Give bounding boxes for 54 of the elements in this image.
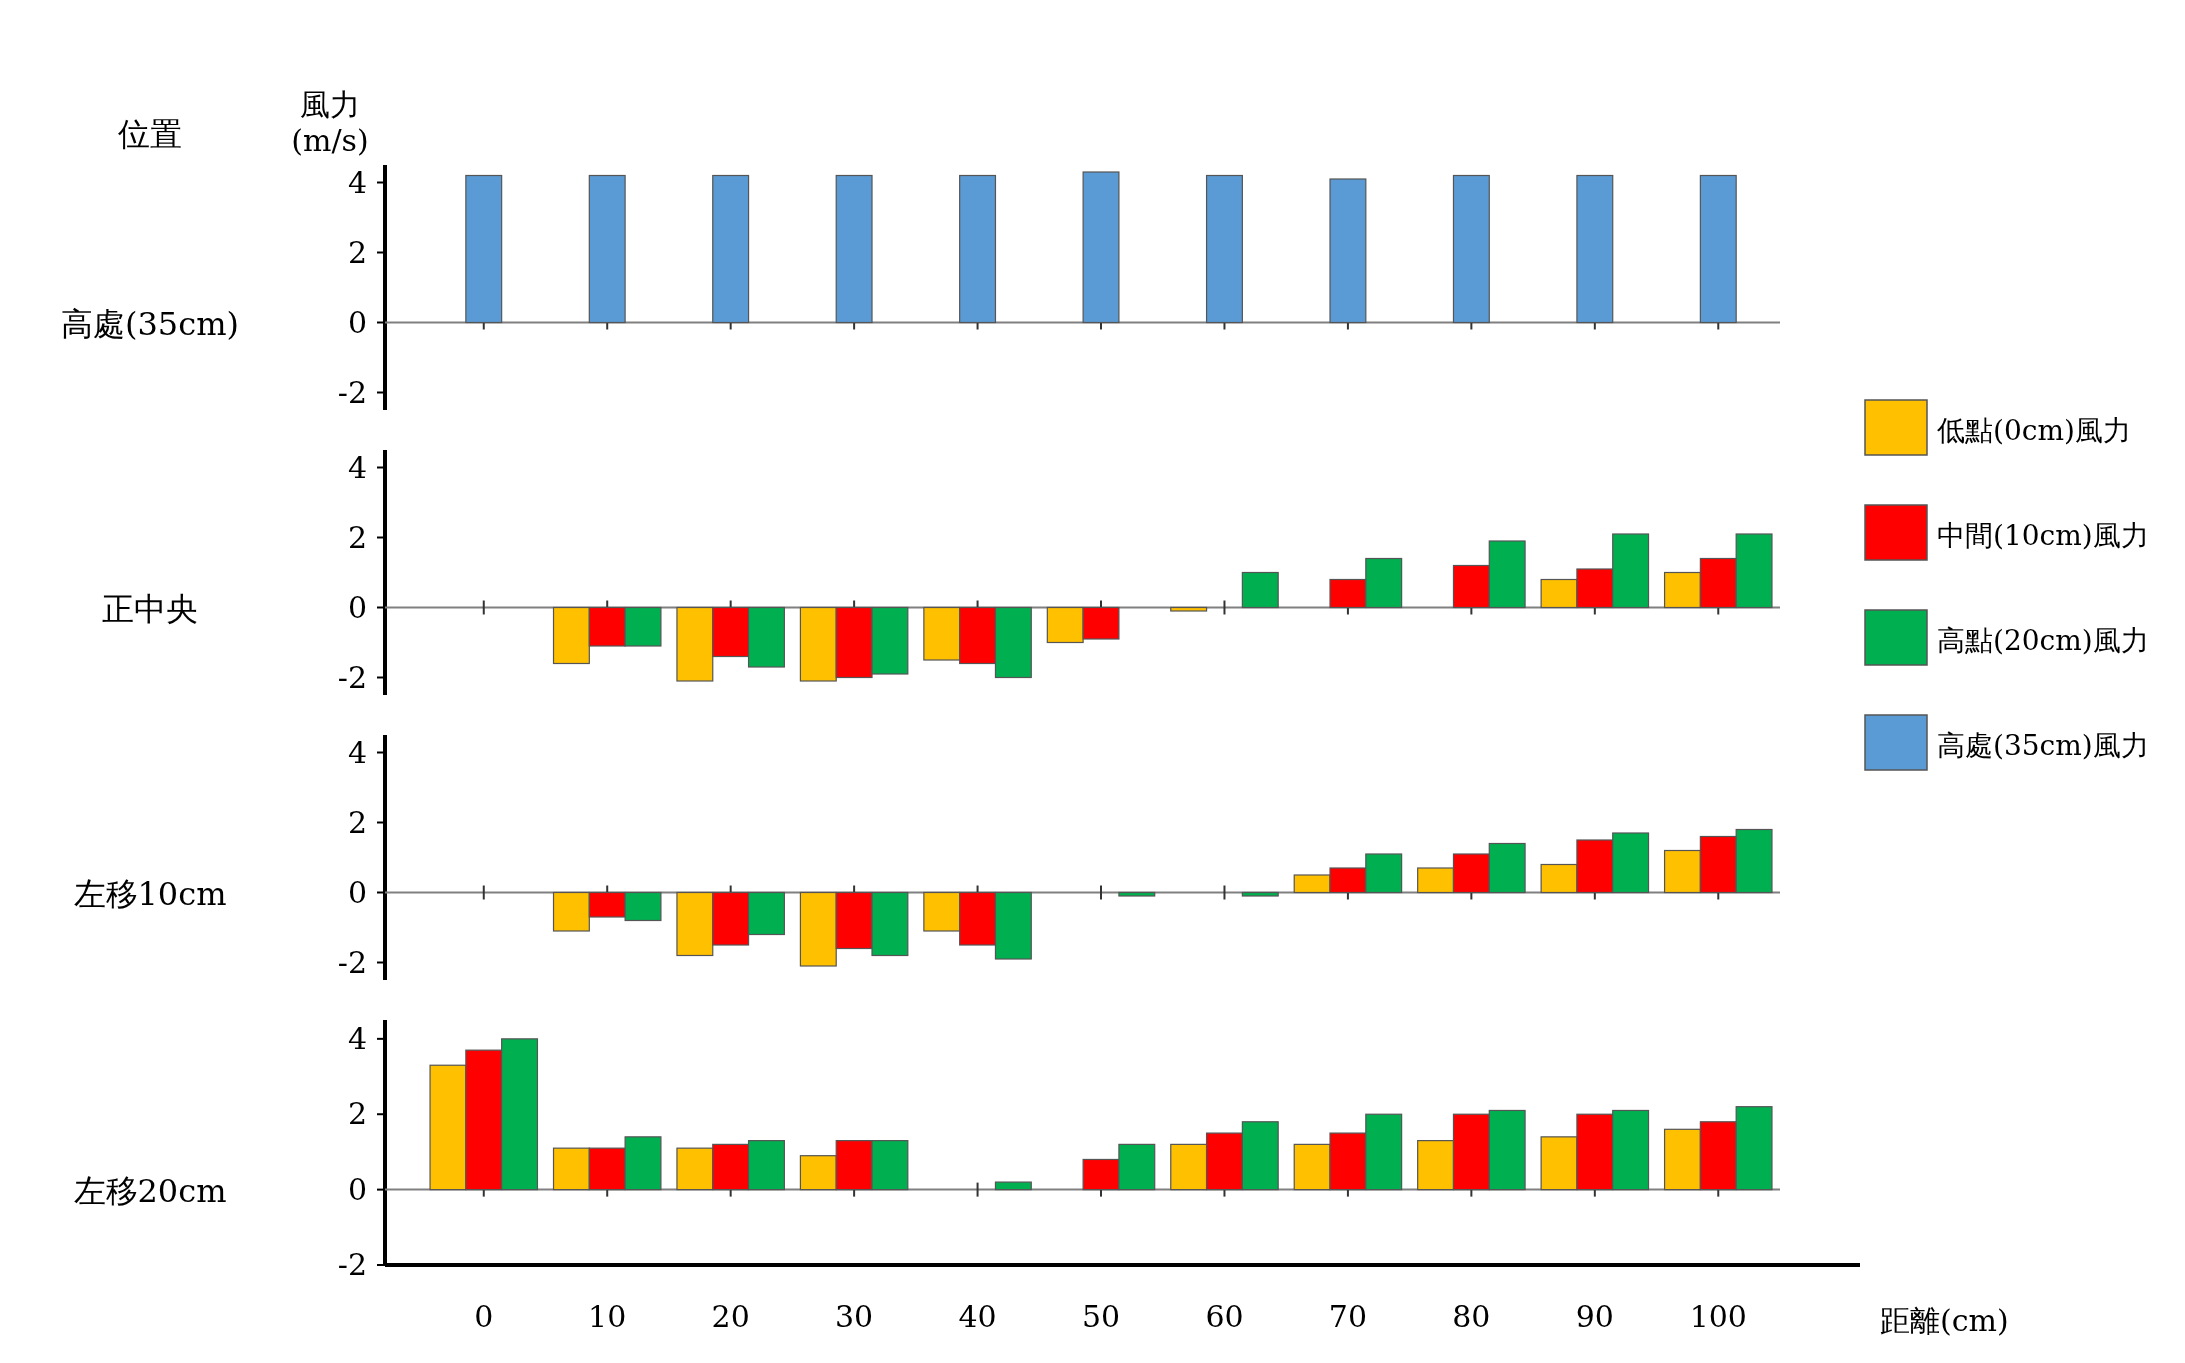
x-tick-label: 60 [1205, 1299, 1244, 1334]
bar [1329, 178, 1367, 324]
x-tick-label: 0 [474, 1299, 494, 1334]
y-tick-label: 2 [347, 519, 367, 555]
y-tick-label: -2 [337, 659, 367, 695]
bar [1699, 174, 1737, 324]
legend-label: 高處(35cm)風力 [1937, 729, 2149, 762]
y-tick-label: 0 [347, 304, 367, 340]
text: 高處(35cm) [61, 304, 239, 343]
x-tick-label: 100 [1689, 1299, 1747, 1334]
bar [712, 174, 750, 324]
y-tick-label: -2 [337, 1247, 367, 1282]
x-axis-title: 距離(cm) [1880, 1303, 2009, 1338]
y-tick-label: 0 [347, 874, 367, 910]
x-tick-label: 70 [1328, 1299, 1368, 1334]
text: 左移20cm [73, 1171, 227, 1210]
x-tick-label: 20 [711, 1299, 750, 1334]
text: 位置 [118, 115, 182, 153]
bar [465, 174, 503, 324]
x-tick-label: 80 [1452, 1299, 1491, 1334]
bar [1205, 174, 1243, 324]
y-tick-label: 4 [347, 164, 367, 200]
bar [994, 1181, 1032, 1191]
bar [1118, 891, 1156, 897]
y-axis-title: 風力(m/s) [291, 87, 369, 158]
legend-label: 低點(0cm)風力 [1937, 414, 2131, 447]
text: 左移10cm [73, 874, 227, 913]
bar [1241, 571, 1279, 609]
bar [835, 174, 873, 324]
bar [588, 174, 626, 324]
bar [1452, 174, 1490, 324]
x-tick-label: 30 [835, 1299, 874, 1334]
text: 正中央 [102, 589, 198, 628]
y-tick-label: 2 [347, 1096, 367, 1132]
y-tick-label: 4 [347, 1020, 367, 1056]
legend-label: 高點(20cm)風力 [1937, 624, 2149, 657]
bar [1576, 174, 1614, 324]
y-tick-label: -2 [337, 944, 367, 980]
y-tick-label: 4 [347, 449, 367, 485]
y-tick-label: 0 [347, 589, 367, 625]
y-tick-label: -2 [337, 374, 367, 410]
y-tick-label: 0 [347, 1171, 367, 1207]
x-tick-label: 50 [1081, 1299, 1121, 1334]
bar [959, 174, 997, 324]
bar [1241, 891, 1279, 897]
y-tick-label: 4 [347, 734, 367, 770]
x-tick-label: 10 [588, 1299, 627, 1334]
bar [1082, 171, 1120, 324]
x-tick-label: 90 [1575, 1299, 1614, 1334]
x-tick-label: 40 [958, 1299, 997, 1334]
bar [1170, 606, 1208, 612]
y-tick-label: 2 [347, 234, 367, 270]
legend-label: 中間(10cm)風力 [1937, 519, 2149, 552]
y-tick-label: 2 [347, 804, 367, 840]
